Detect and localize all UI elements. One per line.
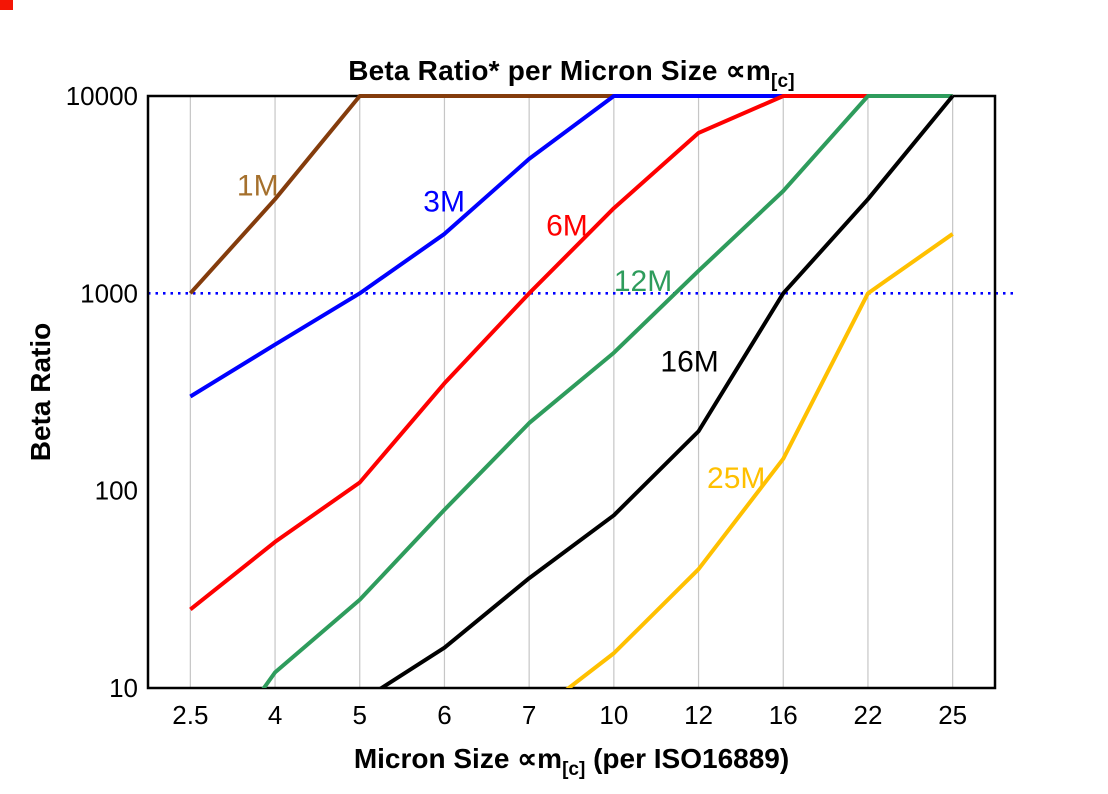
series-label-25M: 25M [707,462,765,495]
x-tick-label-2.5: 2.5 [172,700,208,730]
x-tick-label-6: 6 [437,700,451,730]
x-tick-label-5: 5 [353,700,367,730]
y-tick-label-100: 100 [95,476,138,506]
chart-title-subscript: [c] [770,71,795,92]
chart-title-text: Beta Ratio* per Micron Size ∝m [348,55,771,86]
x-tick-label-25: 25 [938,700,967,730]
series-line-12M [261,94,953,688]
series-line-6M [189,94,953,612]
x-tick-label-4: 4 [268,700,282,730]
x-tick-label-10: 10 [599,700,628,730]
series-label-1M: 1M [237,169,279,202]
x-axis-title-subscript: [c] [562,759,586,780]
chart-title: Beta Ratio* per Micron Size ∝m[c] [148,54,995,93]
series-label-16M: 16M [660,345,718,378]
y-tick-label-10: 10 [109,673,138,703]
x-tick-label-12: 12 [684,700,713,730]
series-line-16M [377,94,955,688]
series-label-3M: 3M [423,186,465,219]
x-tick-label-16: 16 [769,700,798,730]
x-tick-label-7: 7 [522,700,536,730]
y-tick-label-10000: 10000 [66,81,138,111]
x-axis-title-suffix: (per ISO16889) [585,743,790,774]
series-label-12M: 12M [614,265,672,298]
series-label-6M: 6M [546,209,588,242]
red-corner-marker [0,0,13,10]
series-line-25M [565,232,954,688]
x-axis-title: Micron Size ∝m[c] (per ISO16889) [148,742,995,781]
y-axis-title: Beta Ratio [25,322,56,462]
x-axis-title-text: Micron Size ∝m [353,743,563,774]
series-group [188,94,955,688]
y-tick-label-1000: 1000 [80,278,138,308]
x-tick-label-22: 22 [853,700,882,730]
